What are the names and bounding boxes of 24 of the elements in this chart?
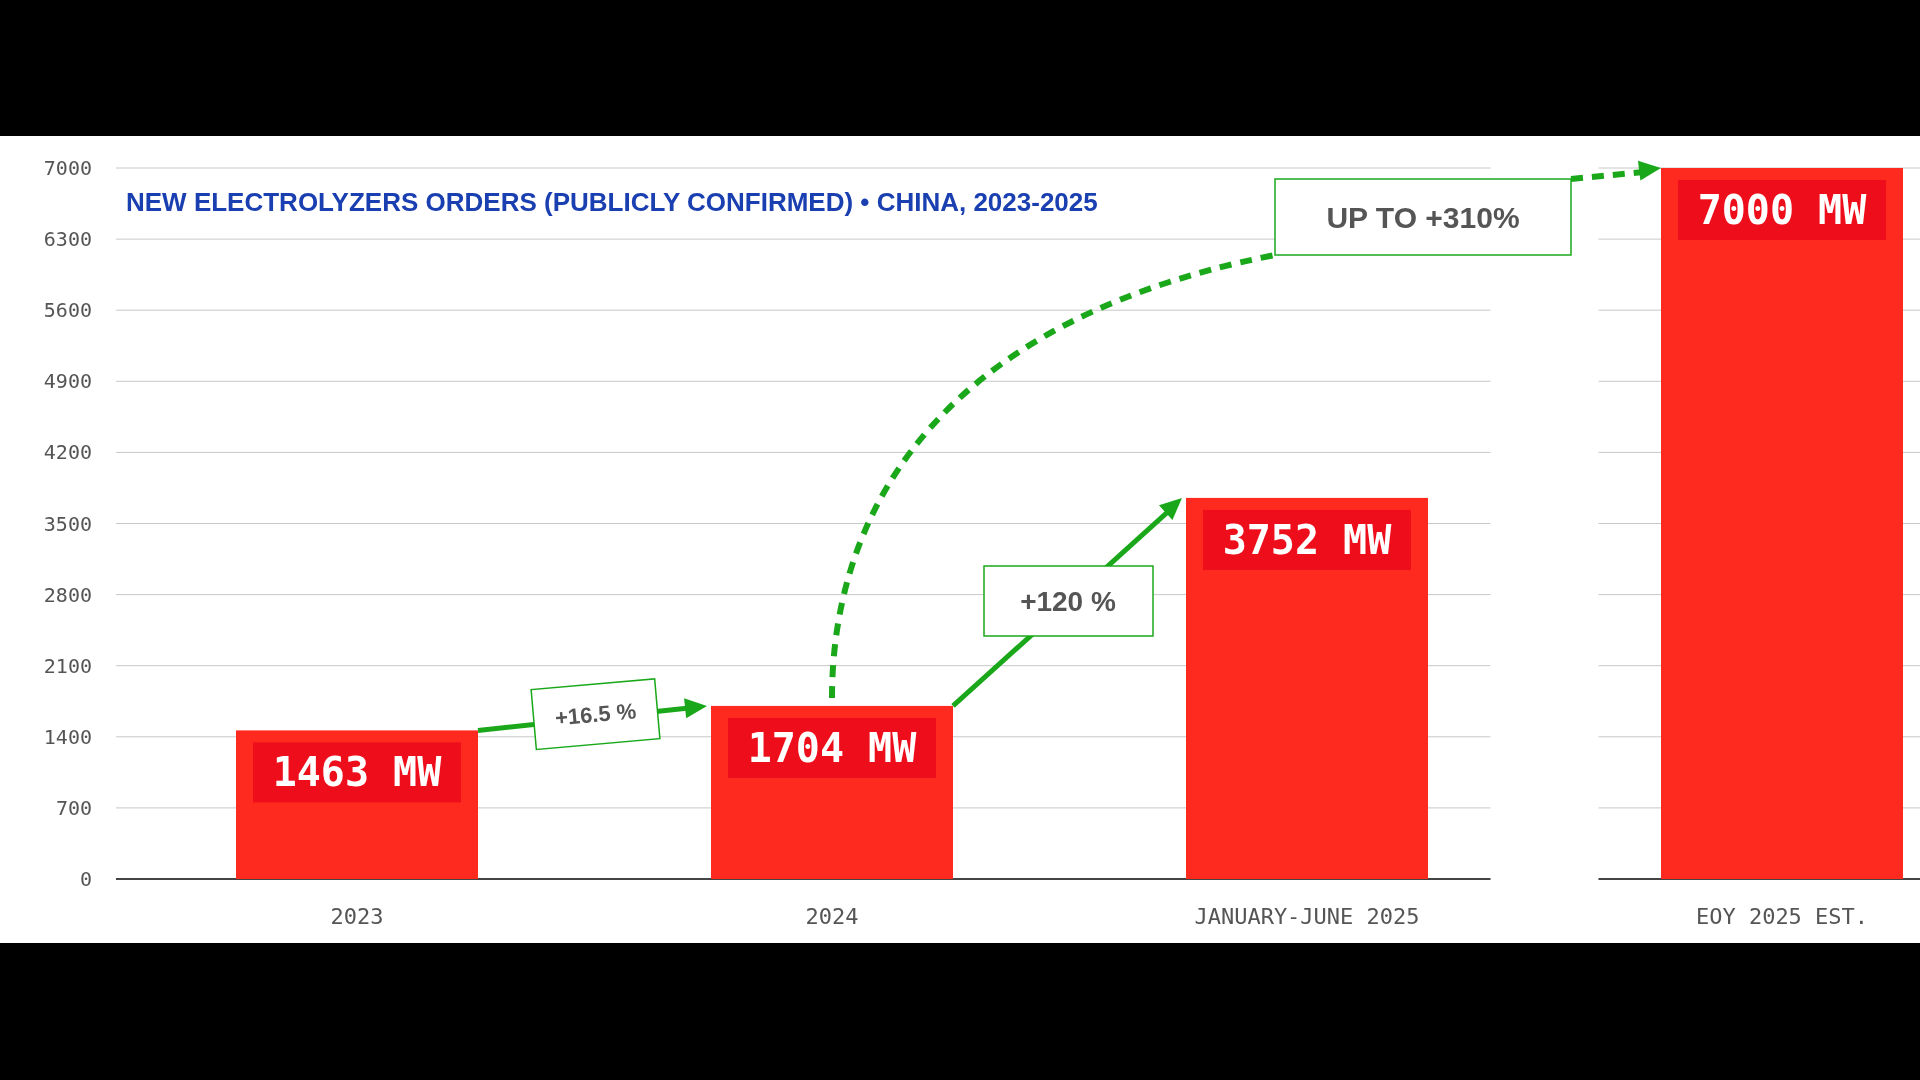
y-tick-label: 3500	[43, 511, 92, 536]
text: NEW ELECTROLYZERS ORDERS (PUBLICLY CONFIRMED) • CHINA, 2023-2025	[126, 187, 1098, 217]
y-tick-label: 7000	[43, 156, 92, 180]
annotation: UP TO +310%	[1326, 200, 1520, 234]
y-tick-label: 700	[55, 795, 92, 820]
x-tick-label: JANUARY-JUNE 2025	[1194, 903, 1420, 929]
y-tick-label: 1400	[43, 724, 92, 749]
annotation: +16.5 %	[553, 698, 638, 731]
x-tick-label: 2024	[805, 903, 859, 929]
bar	[1661, 168, 1903, 879]
data-label: 1704 MW	[747, 724, 918, 771]
y-tick-label: 6300	[43, 227, 92, 252]
x-tick-label: EOY 2025 EST.	[1695, 903, 1869, 929]
y-tick-label: 4900	[43, 369, 92, 394]
x-tick-label: 2023	[330, 903, 384, 929]
annotation: +120 %	[1020, 585, 1116, 617]
y-tick-label: 4200	[43, 440, 92, 465]
data-label: 1463 MW	[272, 749, 443, 796]
data-label: 3752 MW	[1222, 516, 1393, 563]
y-tick-label: 5600	[43, 298, 92, 323]
y-tick-label: 2800	[43, 582, 92, 607]
data-label: 7000 MW	[1697, 187, 1868, 233]
y-tick-label: 0	[79, 867, 92, 891]
y-tick-label: 2100	[43, 653, 92, 678]
